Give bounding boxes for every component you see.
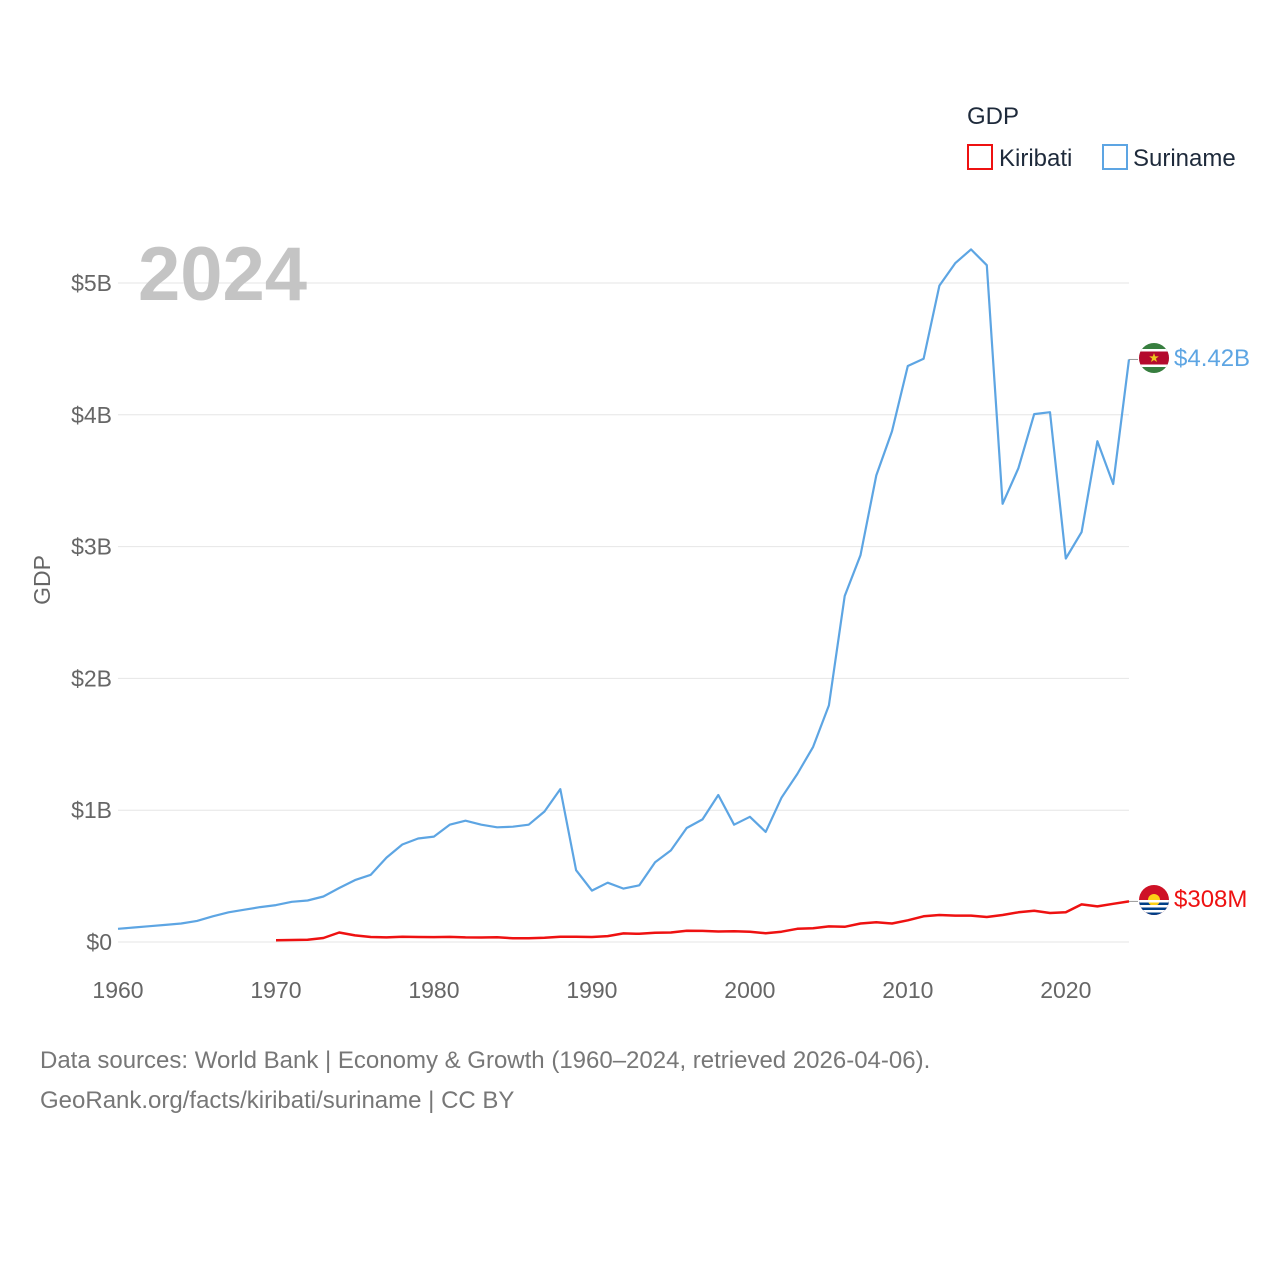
x-tick-label: 1960 (92, 977, 143, 1003)
y-tick-label: $0 (86, 929, 112, 955)
x-tick-label: 1980 (408, 977, 459, 1003)
series-line-suriname[interactable] (117, 248, 1131, 930)
series-lines (117, 248, 1138, 942)
legend-item-suriname[interactable]: Suriname (1102, 144, 1236, 172)
legend: GDP Kiribati Suriname (967, 103, 1236, 172)
y-tick-label: $1B (71, 797, 112, 823)
end-label-suriname: $4.42B (1174, 345, 1250, 372)
y-tick-label: $3B (71, 534, 112, 560)
y-tick-label: $2B (71, 665, 112, 691)
x-tick-label: 2020 (1040, 977, 1091, 1003)
legend-label-suriname: Suriname (1133, 145, 1236, 172)
grid-lines (118, 282, 1129, 943)
legend-item-kiribati[interactable]: Kiribati (967, 144, 1072, 172)
legend-title: GDP (967, 103, 1019, 130)
y-tick-label: $4B (71, 402, 112, 428)
x-tick-label: 2010 (882, 977, 933, 1003)
x-tick-label: 1990 (566, 977, 617, 1003)
source-line-2: GeoRank.org/facts/kiribati/suriname | CC… (40, 1087, 514, 1114)
legend-swatch-kiribati (967, 144, 993, 170)
kiribati-flag-icon (1139, 885, 1169, 915)
end-label-kiribati: $308M (1174, 886, 1247, 913)
legend-label-kiribati: Kiribati (999, 145, 1072, 172)
year-display: 2024 (138, 232, 307, 317)
y-axis-ticks: $0 $1B $2B $3B $4B $5B (71, 270, 112, 955)
y-axis-label: GDP (29, 555, 55, 605)
suriname-flag-icon (1139, 343, 1169, 373)
legend-swatch-suriname (1102, 144, 1128, 170)
series-line-kiribati[interactable] (275, 900, 1130, 942)
x-tick-label: 2000 (724, 977, 775, 1003)
source-line-1: Data sources: World Bank | Economy & Gro… (40, 1047, 930, 1074)
y-tick-label: $5B (71, 270, 112, 296)
x-axis-ticks: 1960 1970 1980 1990 2000 2010 2020 (92, 977, 1091, 1003)
x-tick-label: 1970 (250, 977, 301, 1003)
